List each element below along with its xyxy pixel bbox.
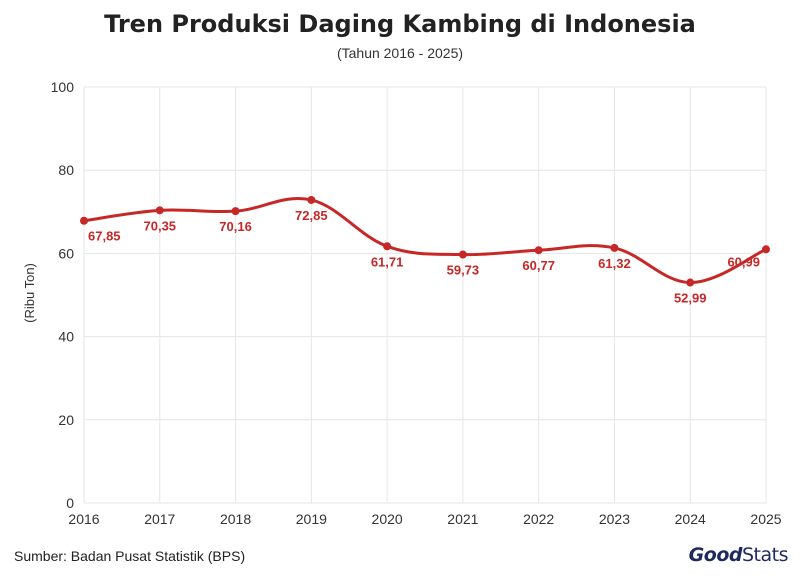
x-tick-label: 2023 — [599, 511, 630, 527]
data-point — [762, 245, 770, 254]
data-point — [610, 243, 619, 252]
y-tick-label: 60 — [58, 245, 74, 261]
x-tick-label: 2022 — [523, 511, 554, 527]
data-point — [155, 206, 164, 215]
y-tick-label: 20 — [58, 412, 74, 428]
data-point — [458, 250, 467, 259]
logo-good-text: Good — [688, 544, 743, 566]
data-label: 60,99 — [727, 254, 760, 269]
x-tick-label: 2020 — [372, 511, 403, 527]
axes: 0 20 40 60 80 100 2016 2017 2018 2019 2020 2021 2022… — [51, 79, 782, 527]
data-label: 67,85 — [88, 229, 121, 244]
data-point — [383, 242, 392, 251]
x-tick-label: 2024 — [675, 511, 706, 527]
x-tick-label: 2018 — [220, 511, 251, 527]
data-point — [231, 207, 240, 216]
source-note: Sumber: Badan Pusat Statistik (BPS) — [14, 548, 246, 564]
x-tick-label: 2017 — [144, 511, 175, 527]
x-tick-label: 2025 — [750, 511, 781, 527]
y-tick-label: 0 — [66, 495, 74, 511]
goodstats-logo: GoodStats — [688, 544, 789, 566]
data-point — [686, 278, 695, 287]
data-label: 61,32 — [598, 256, 631, 271]
data-point — [534, 246, 543, 255]
chart-subtitle: (Tahun 2016 - 2025) — [336, 45, 464, 61]
data-point — [80, 216, 88, 225]
chart-title: Tren Produksi Daging Kambing di Indonesi… — [104, 10, 696, 38]
y-axis-label: (Ribu Ton) — [22, 263, 37, 323]
x-tick-label: 2016 — [68, 511, 99, 527]
series-line — [83, 196, 767, 285]
grid — [83, 86, 767, 504]
data-label: 72,85 — [295, 208, 328, 223]
logo-stats-text: Stats — [741, 544, 789, 566]
data-label: 70,16 — [219, 219, 252, 234]
data-label: 59,73 — [447, 263, 480, 278]
y-tick-label: 40 — [58, 329, 74, 345]
data-points — [80, 195, 770, 287]
x-tick-label: 2021 — [447, 511, 478, 527]
y-tick-label: 100 — [51, 79, 75, 95]
data-label: 52,99 — [674, 291, 707, 306]
data-label: 60,77 — [522, 258, 555, 273]
x-tick-label: 2019 — [296, 511, 327, 527]
data-label: 70,35 — [144, 218, 177, 233]
data-label: 61,71 — [371, 254, 404, 269]
data-point — [307, 195, 316, 204]
y-tick-label: 80 — [58, 162, 74, 178]
data-labels: 67,85 70,35 70,16 72,85 61,71 59,73 60,77 61,32… — [88, 208, 760, 306]
